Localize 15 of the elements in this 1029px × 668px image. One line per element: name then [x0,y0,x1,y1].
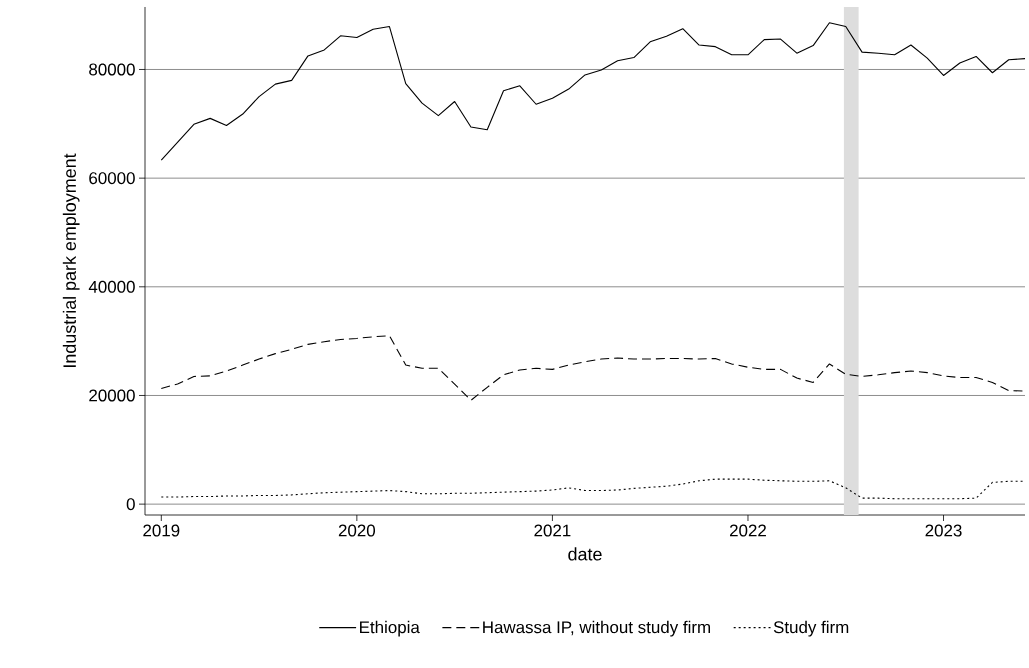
y-tick-label: 40000 [88,280,135,293]
y-axis-title: Industrial park employment [62,153,80,367]
y-tick-label: 20000 [89,389,135,402]
x-tick-label: 2019 [143,524,180,537]
y-tick-label: 60000 [89,172,135,185]
x-tick-label: 2020 [338,524,376,537]
x-axis-title: date [568,547,602,561]
legend-label: Study firm [773,620,849,637]
y-tick-label: 0 [126,498,135,511]
x-tick-label: 2022 [729,524,766,537]
y-tick-label: 80000 [89,63,135,76]
legend-label: Ethiopia [360,620,420,637]
x-tick-label: 2021 [534,524,571,537]
legend-label: Hawassa IP, without study firm [483,620,711,637]
x-tick-label: 2023 [925,524,962,537]
